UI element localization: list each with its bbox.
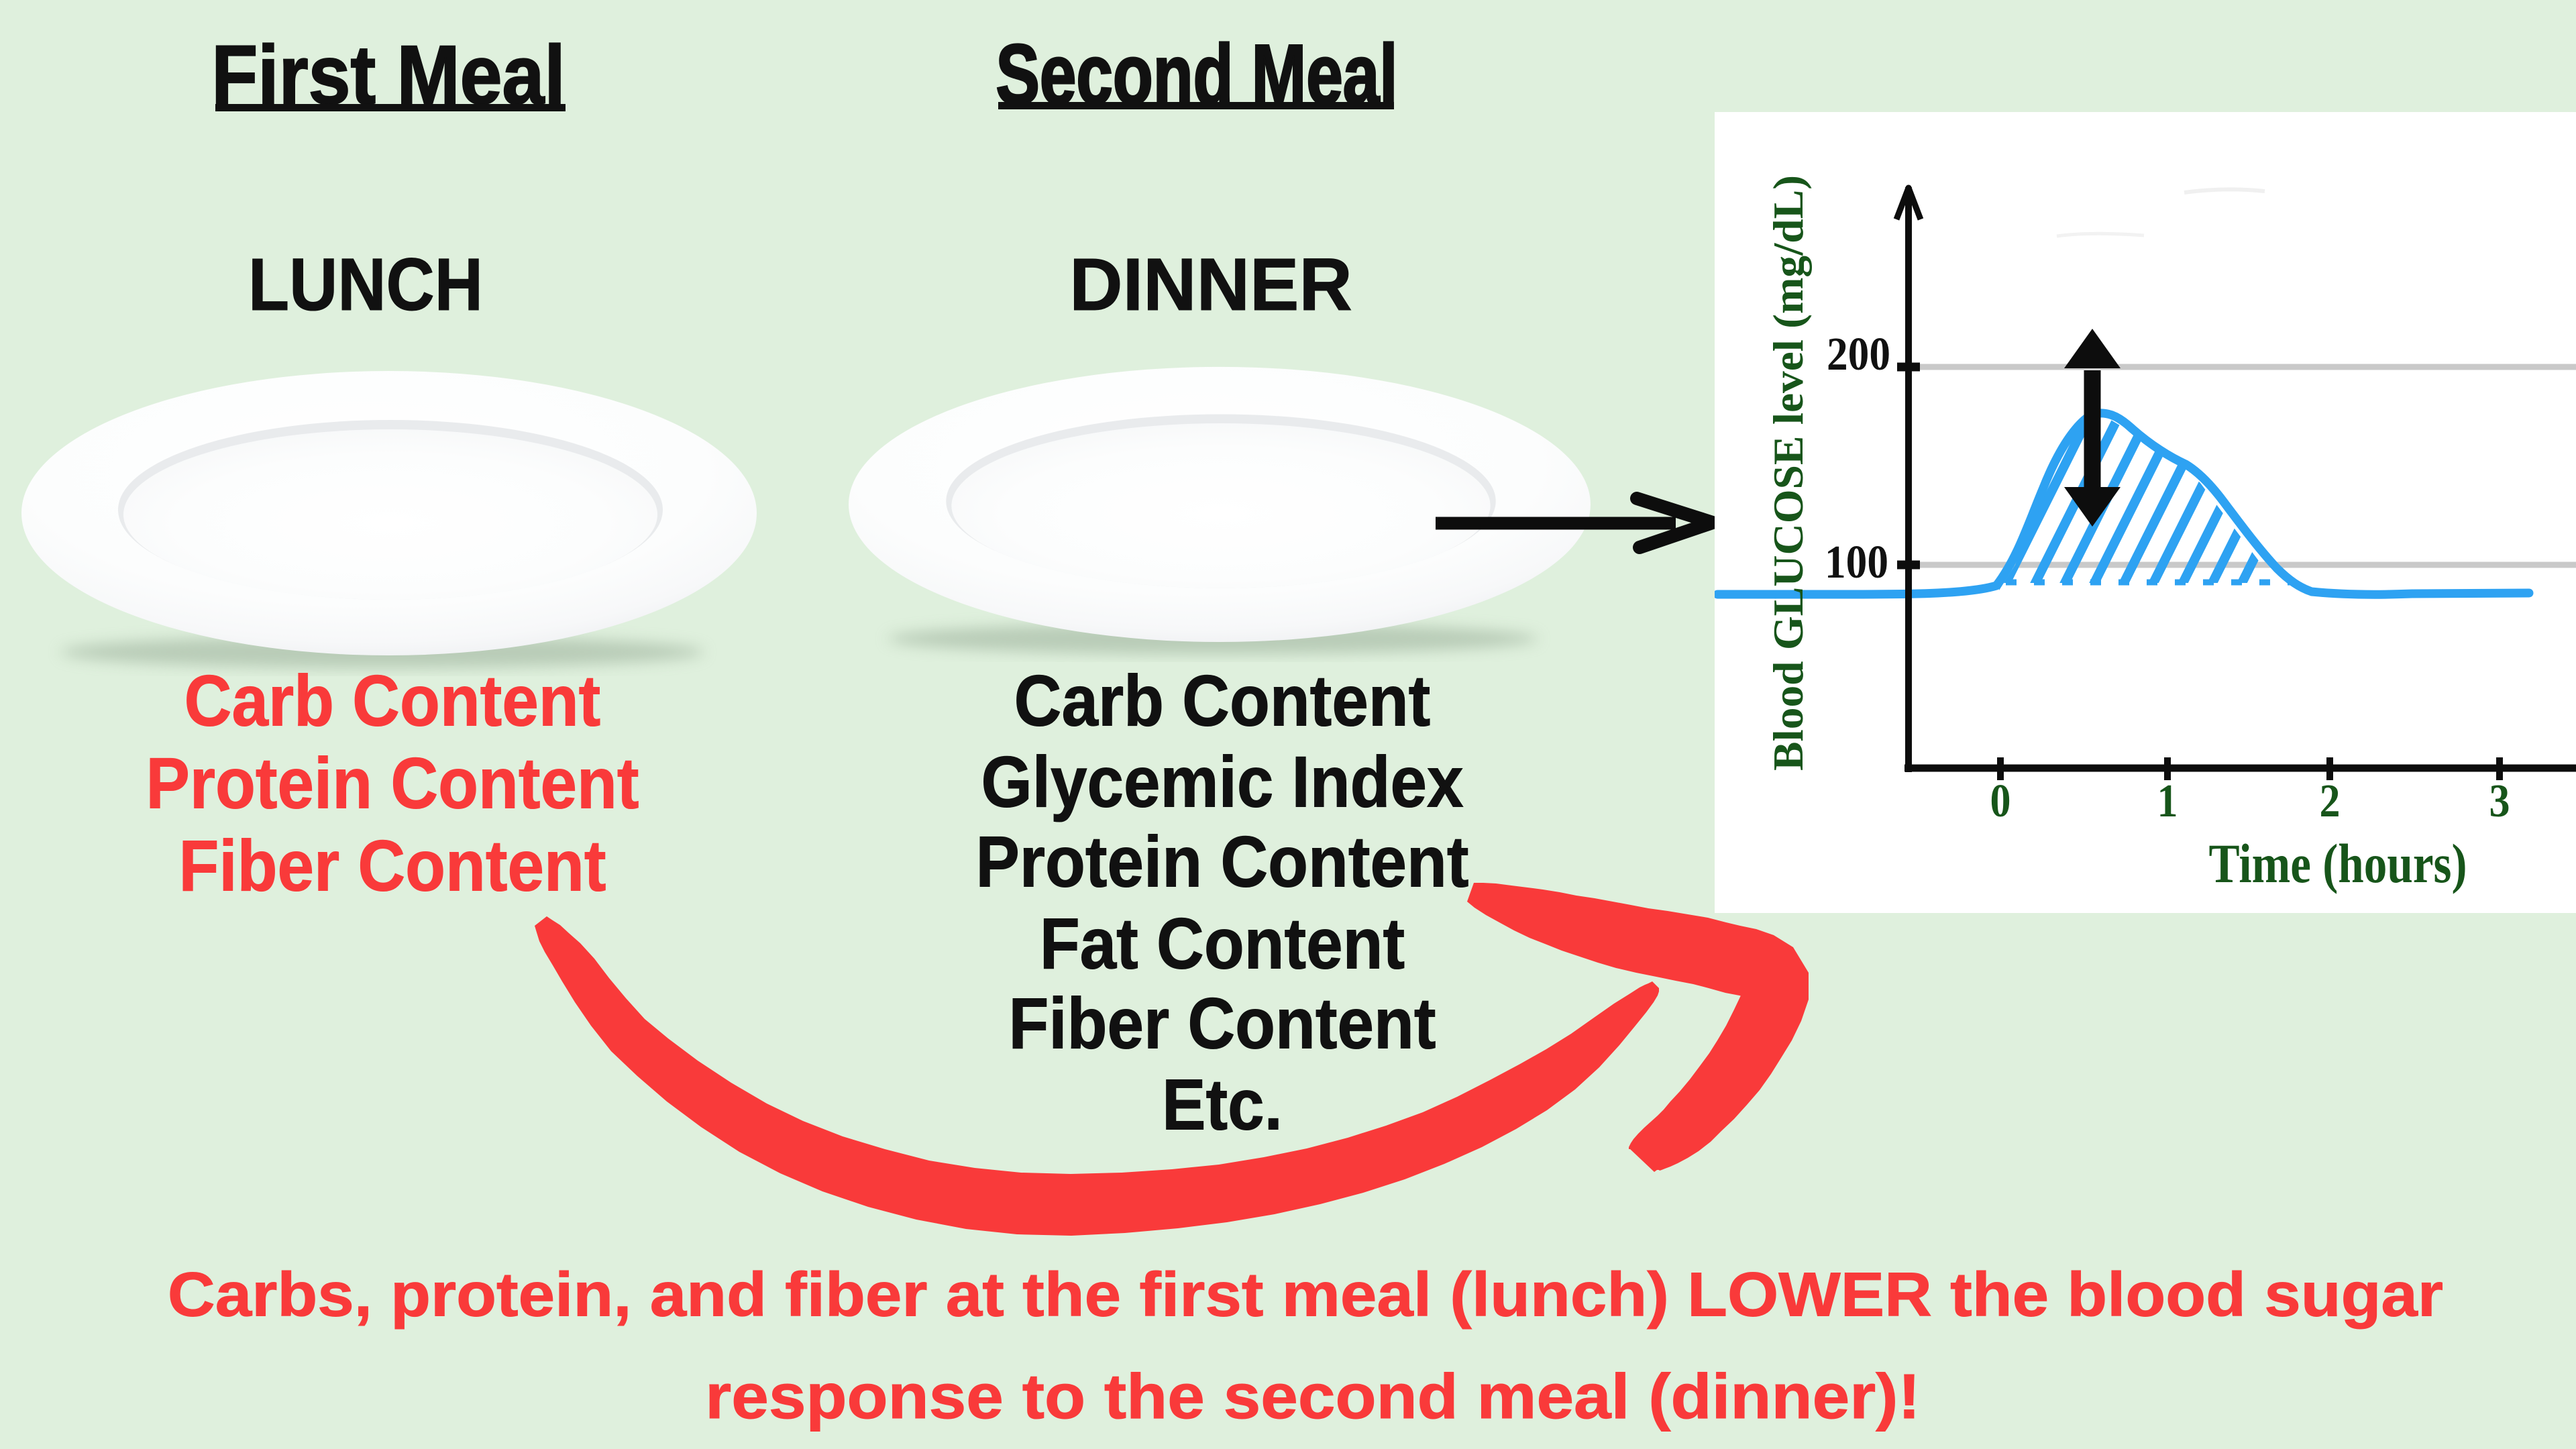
svg-text:200: 200 <box>1827 329 1890 380</box>
svg-text:Time (hours): Time (hours) <box>2209 833 2467 894</box>
svg-text:0: 0 <box>1990 775 2011 827</box>
svg-text:100: 100 <box>1825 537 1888 588</box>
svg-text:3: 3 <box>2489 775 2510 827</box>
svg-text:1: 1 <box>2157 775 2178 827</box>
svg-text:Blood GLUCOSE level (mg/dL): Blood GLUCOSE level (mg/dL) <box>1764 175 1812 771</box>
svg-text:2: 2 <box>2320 775 2341 827</box>
